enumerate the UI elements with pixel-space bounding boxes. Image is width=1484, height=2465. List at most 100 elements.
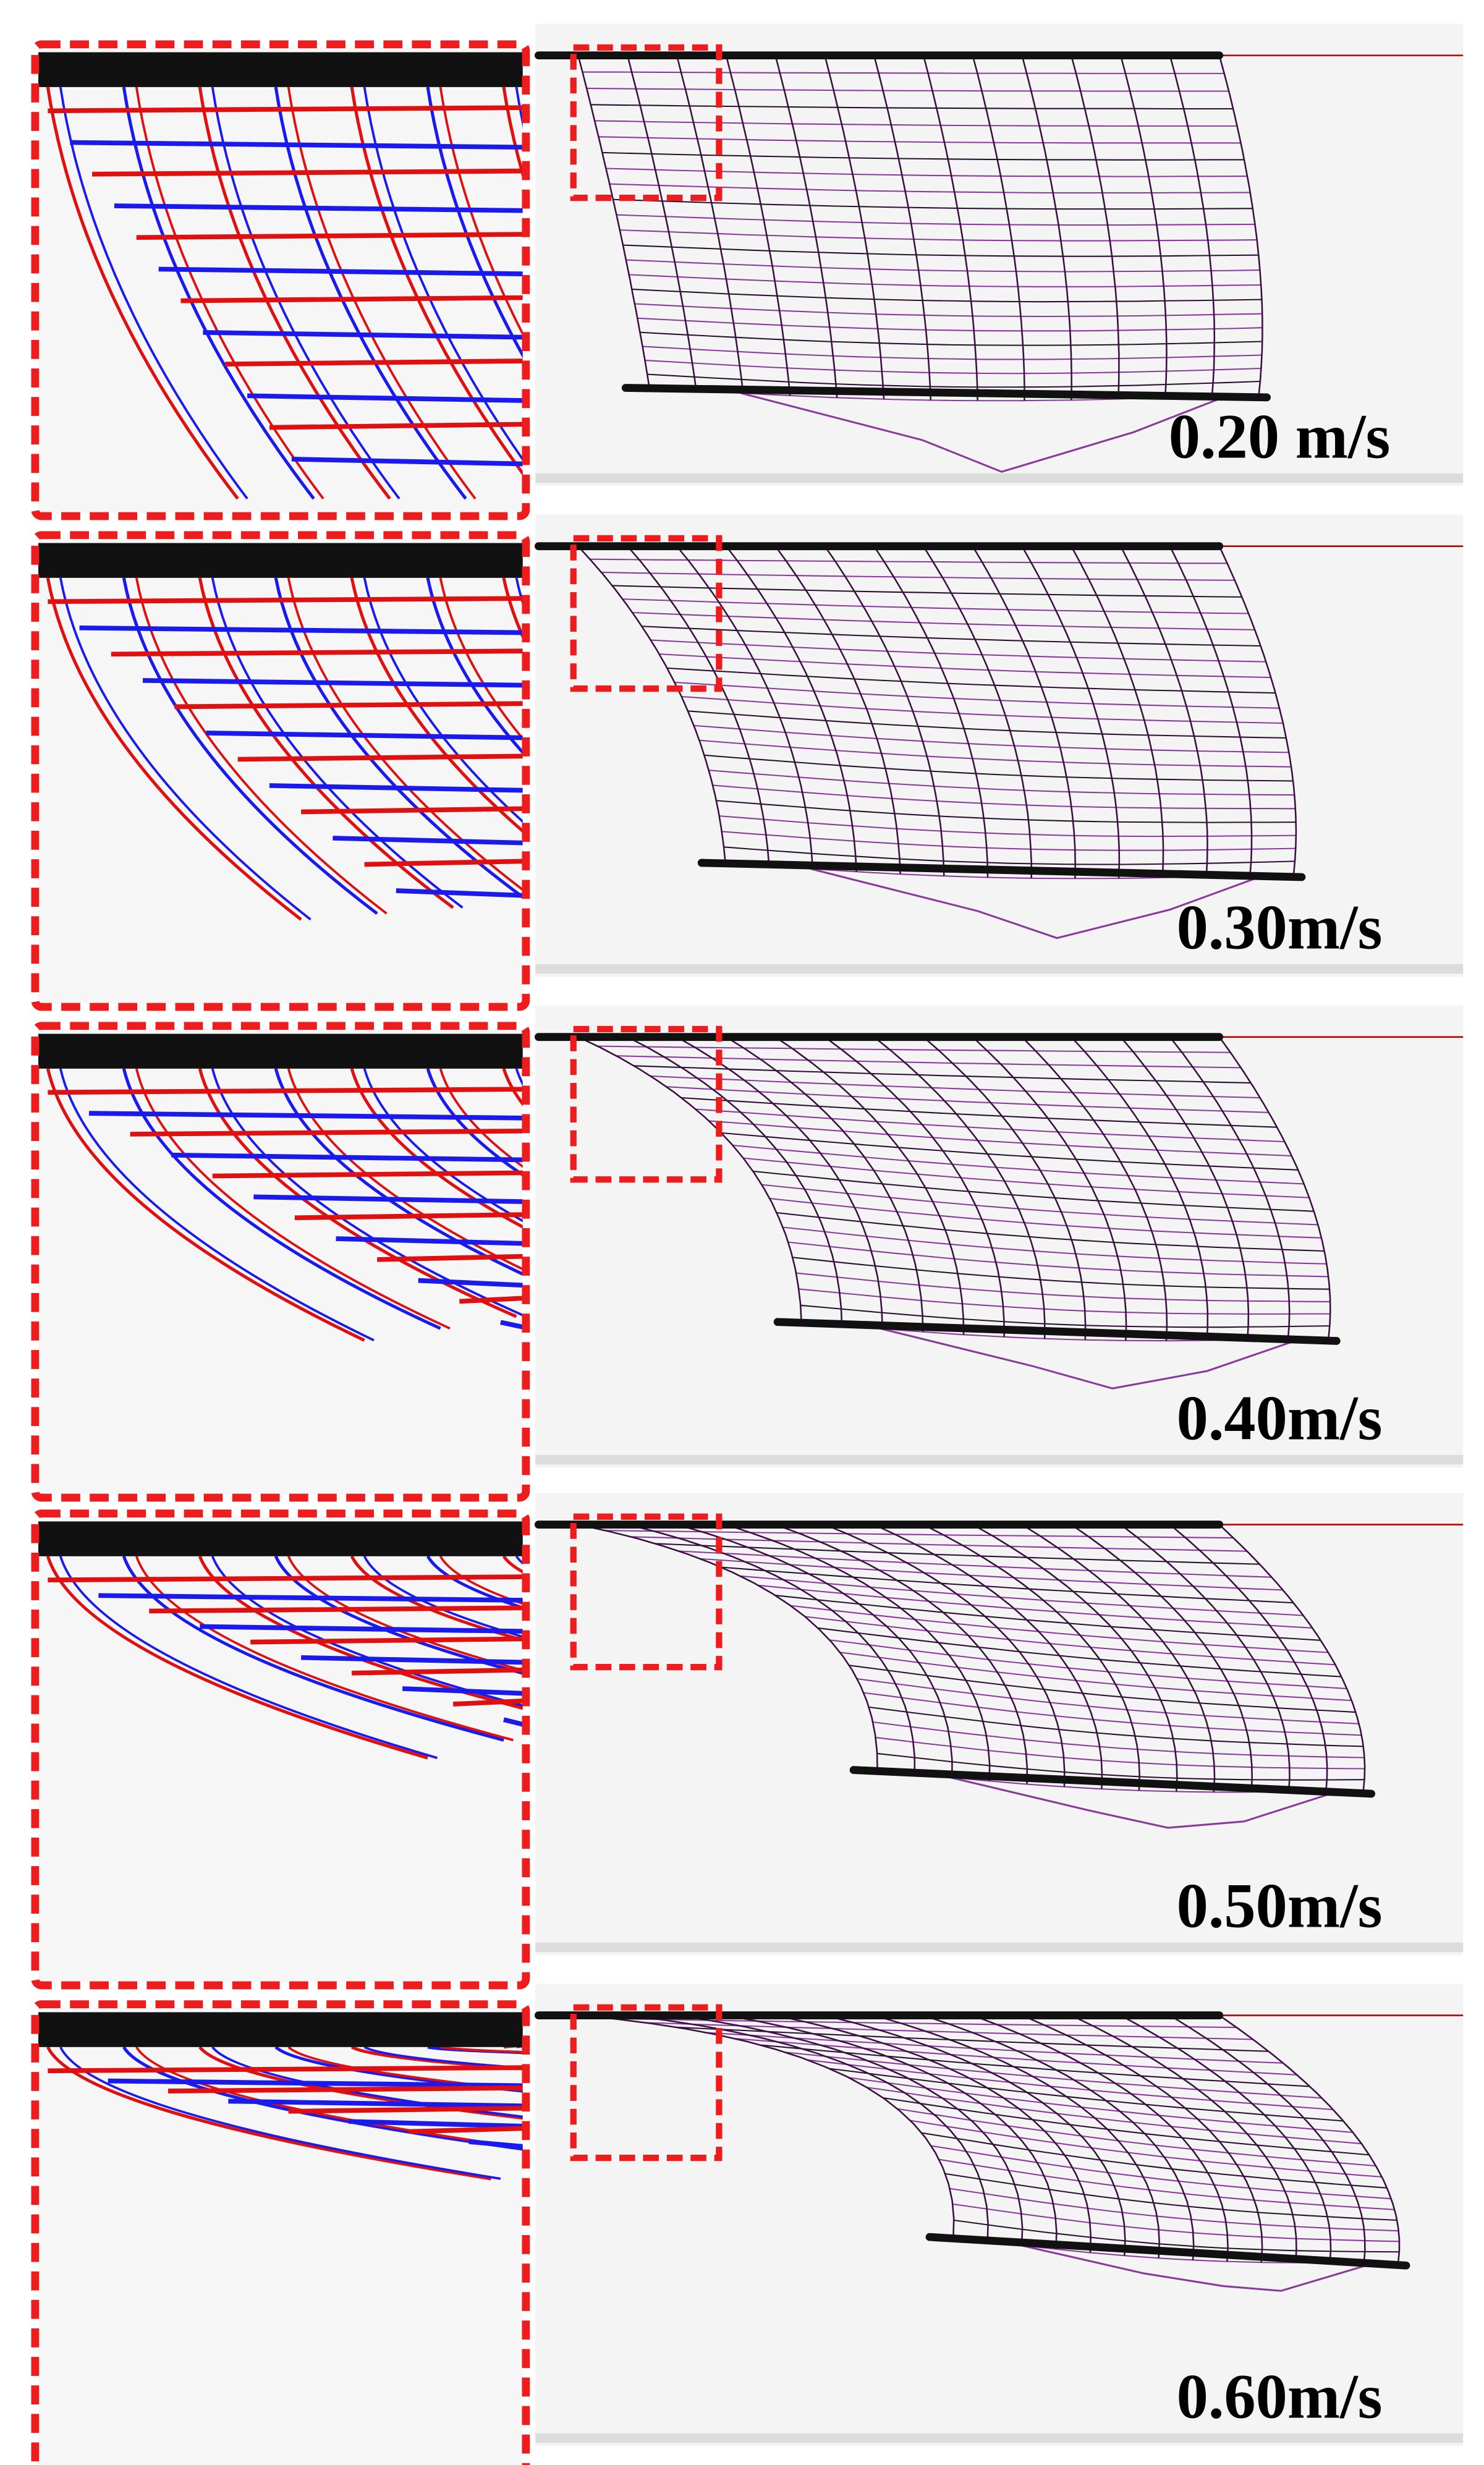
mesh-column xyxy=(725,545,857,872)
zoom-curve xyxy=(363,1068,523,1223)
mesh-row xyxy=(582,71,1224,74)
mesh-column xyxy=(577,1036,802,1322)
codend xyxy=(810,868,1266,940)
mesh-row xyxy=(637,317,1263,332)
mesh-row xyxy=(921,2132,1388,2189)
speed-label: 0.60m/s xyxy=(1177,2362,1383,2432)
mesh-column xyxy=(824,1036,1005,1338)
mesh-row xyxy=(699,739,1292,768)
mesh-row xyxy=(693,724,1289,753)
zoom-mesh xyxy=(46,87,523,500)
zoom-curve xyxy=(122,87,315,500)
mesh-column xyxy=(873,55,932,401)
zoom-row xyxy=(180,295,523,303)
zoom-curve xyxy=(274,2045,523,2093)
mesh-row xyxy=(642,346,1262,360)
zoom-row xyxy=(269,783,523,793)
footrope xyxy=(925,2233,1410,2270)
mesh-column xyxy=(775,2014,1092,2253)
panel-base-strip xyxy=(535,1454,1464,1465)
mesh-column xyxy=(1021,1524,1216,1793)
zoom-background xyxy=(38,47,523,513)
zoom-curve xyxy=(426,1555,523,1610)
zoom-curve xyxy=(135,1068,451,1330)
mesh-row xyxy=(613,198,1253,210)
zoom-row xyxy=(228,2098,523,2108)
mesh-row xyxy=(721,831,1296,851)
mesh-row xyxy=(616,214,1255,226)
zoom-row xyxy=(452,1699,523,1707)
mesh-row xyxy=(602,151,1244,161)
zoom-row xyxy=(291,456,523,467)
zoom-row xyxy=(250,1636,523,1645)
zoom-frame xyxy=(31,531,530,1011)
mesh-column xyxy=(1071,55,1120,399)
mesh-row xyxy=(650,639,1266,663)
mesh-row xyxy=(808,2059,1333,2111)
zoom-row xyxy=(48,105,523,114)
mesh-row xyxy=(716,800,1296,823)
mesh-column xyxy=(725,55,791,396)
mesh-column xyxy=(676,1524,953,1778)
zoom-frame xyxy=(31,2000,530,2465)
mesh-column xyxy=(1169,55,1216,396)
mesh-column xyxy=(1071,1036,1209,1341)
zoom-curve xyxy=(122,1555,504,1742)
mesh-row xyxy=(700,1558,1283,1591)
zoom-row xyxy=(459,1296,523,1304)
mesh-row xyxy=(868,1706,1363,1747)
zoom-row xyxy=(200,1624,523,1634)
mesh-row xyxy=(938,2158,1395,2210)
zoom-row xyxy=(79,625,523,635)
zoom-curve xyxy=(135,577,388,915)
mesh-row xyxy=(873,1721,1365,1759)
mesh-column xyxy=(726,1036,924,1332)
zoom-curve xyxy=(46,1556,428,1760)
zoom-row xyxy=(269,422,523,430)
mesh-column xyxy=(972,546,1076,879)
mesh-row xyxy=(952,2203,1399,2242)
zoom-curve xyxy=(427,2045,523,2055)
mesh-row xyxy=(944,2173,1397,2221)
net-mesh xyxy=(578,2014,1401,2263)
zoom-row xyxy=(70,140,523,150)
zoom-row xyxy=(48,1574,523,1583)
mesh-column xyxy=(775,1524,1028,1784)
zoom-row xyxy=(98,1593,523,1603)
footrope xyxy=(621,384,1271,402)
mesh-column xyxy=(923,2014,1195,2260)
mesh-row xyxy=(829,1639,1347,1689)
mesh-column xyxy=(873,1036,1046,1339)
mesh-column xyxy=(824,545,945,876)
zoom-row xyxy=(253,1194,523,1204)
zoom-row xyxy=(48,596,523,605)
mesh-column xyxy=(627,55,697,391)
mesh-row xyxy=(634,303,1263,318)
net-mesh xyxy=(577,54,1263,402)
zoom-mesh xyxy=(46,1555,523,1760)
zoom-frame xyxy=(31,1509,530,1990)
zoom-curve xyxy=(439,1068,523,1168)
zoom-row xyxy=(503,1717,523,1727)
zoom-row xyxy=(142,678,523,688)
mesh-column xyxy=(972,55,1025,401)
mesh-column xyxy=(726,2014,1058,2249)
mesh-column xyxy=(1218,546,1297,874)
zoom-curve xyxy=(46,577,302,921)
mesh-row xyxy=(897,2108,1376,2167)
zoom-row xyxy=(212,1170,523,1179)
mesh-row xyxy=(910,2119,1382,2178)
mesh-row xyxy=(792,1257,1330,1290)
zoom-row xyxy=(294,1212,523,1221)
panel-base-strip xyxy=(535,1942,1464,1953)
mesh-row xyxy=(770,1197,1321,1239)
mesh-column xyxy=(726,1524,991,1781)
mesh-row xyxy=(632,611,1255,630)
panel-base-strip xyxy=(535,2433,1464,2443)
mesh-column xyxy=(1021,55,1073,401)
zoom-mesh xyxy=(46,2043,523,2187)
zoom-curve xyxy=(439,1555,523,1605)
zoom-row xyxy=(114,203,523,213)
mesh-row xyxy=(667,667,1276,694)
